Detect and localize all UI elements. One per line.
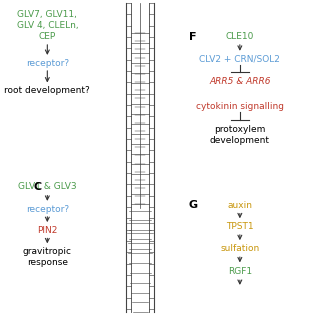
Text: RGF1: RGF1 [228,267,252,276]
Text: receptor?: receptor? [26,205,69,214]
Text: GLV7, GLV11,: GLV7, GLV11, [17,10,77,19]
Text: CEP: CEP [39,32,56,41]
Text: protoxylem: protoxylem [214,125,266,134]
Text: GLV1 & GLV3: GLV1 & GLV3 [18,182,76,191]
Text: development: development [210,135,270,145]
Text: CLV2 + CRN/SOL2: CLV2 + CRN/SOL2 [199,55,280,64]
Text: F: F [189,32,196,42]
Text: ARR5 & ARR6: ARR5 & ARR6 [209,77,271,86]
Text: receptor?: receptor? [26,59,69,68]
Text: PIN2: PIN2 [37,226,58,235]
Text: TPST1: TPST1 [226,222,254,231]
Text: G: G [189,200,198,210]
Text: GLV 4, CLELn,: GLV 4, CLELn, [17,21,78,30]
Text: root development?: root development? [4,86,90,95]
Text: response: response [27,258,68,267]
Text: gravitropic: gravitropic [23,247,72,257]
Text: sulfation: sulfation [220,244,260,253]
Text: cytokinin signalling: cytokinin signalling [196,102,284,111]
Text: C: C [33,182,42,192]
Text: auxin: auxin [227,201,252,210]
Text: CLE10: CLE10 [226,32,254,41]
